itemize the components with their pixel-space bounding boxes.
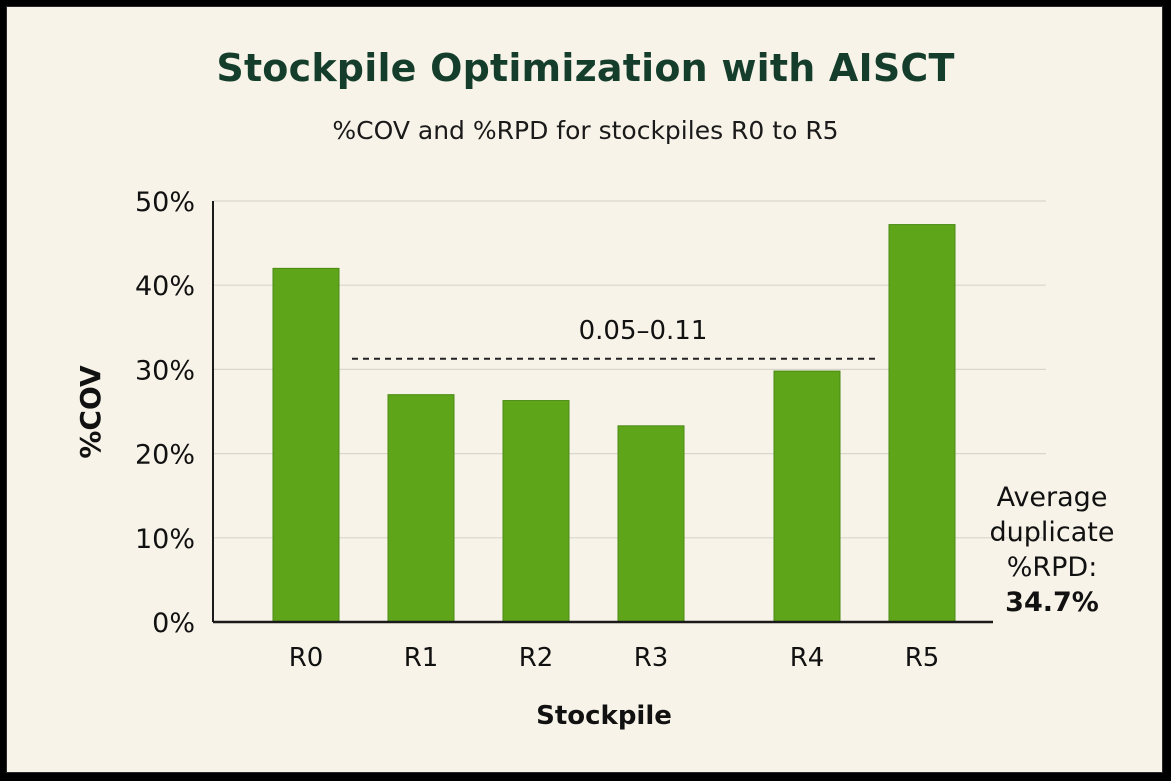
x-tick-label: R2 [519,643,554,673]
x-tick-label: R1 [404,643,439,673]
chart-frame [6,6,1163,773]
x-tick-label: R5 [905,643,940,673]
y-tick-label: 20% [135,440,195,471]
annotation-line-3: %RPD: [1006,552,1098,583]
y-tick-label: 40% [135,271,195,302]
y-tick-label: 0% [152,608,195,639]
bar-r5 [888,224,956,623]
y-tick-label: 30% [135,355,195,386]
y-tick-label: 10% [135,524,195,555]
y-axis-title: %COV [74,365,107,459]
bar-r0 [272,267,340,623]
annotation-line-1: Average [996,482,1108,513]
x-tick-label: R0 [289,643,324,673]
bar-r3 [617,425,685,623]
bar-r4 [773,370,841,623]
chart-title: Stockpile Optimization with AISCT [216,46,955,90]
y-tick-label: 50% [135,187,195,218]
bar-r2 [502,400,570,623]
x-tick-label: R4 [790,643,825,673]
annotation-value: 34.7% [1005,587,1099,618]
annotation-line-2: duplicate [989,517,1115,548]
chart-subtitle: %COV and %RPD for stockpiles R0 to R5 [332,116,839,145]
x-tick-label: R3 [634,643,669,673]
x-axis-title: Stockpile [536,701,672,731]
reference-line-label: 0.05–0.11 [579,316,708,346]
bar-r1 [387,394,455,623]
average-rpd-annotation: Average duplicate %RPD: 34.7% [972,480,1132,620]
